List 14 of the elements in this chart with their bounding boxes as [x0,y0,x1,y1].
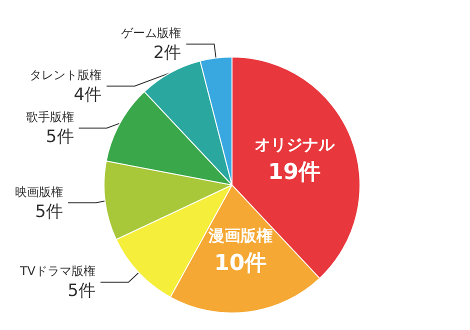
slice-label: ゲーム版権 [121,26,182,40]
data-label: 2件 [153,43,182,64]
data-label: 5件 [35,202,63,222]
slice-label: タレント版権 [30,68,102,82]
data-label: 10件 [214,250,267,276]
slice-label: 漫画版権 [207,226,272,245]
data-label: 5件 [46,127,74,148]
data-label: 5件 [68,281,96,302]
data-label: 19件 [268,160,321,185]
slice-label: 歌手版権 [26,110,74,124]
data-label: 4件 [74,85,102,106]
slice-label: オリジナル [254,134,336,154]
slice-label: 映画版権 [14,184,63,199]
slice-label: TVドラマ版権 [18,264,96,278]
